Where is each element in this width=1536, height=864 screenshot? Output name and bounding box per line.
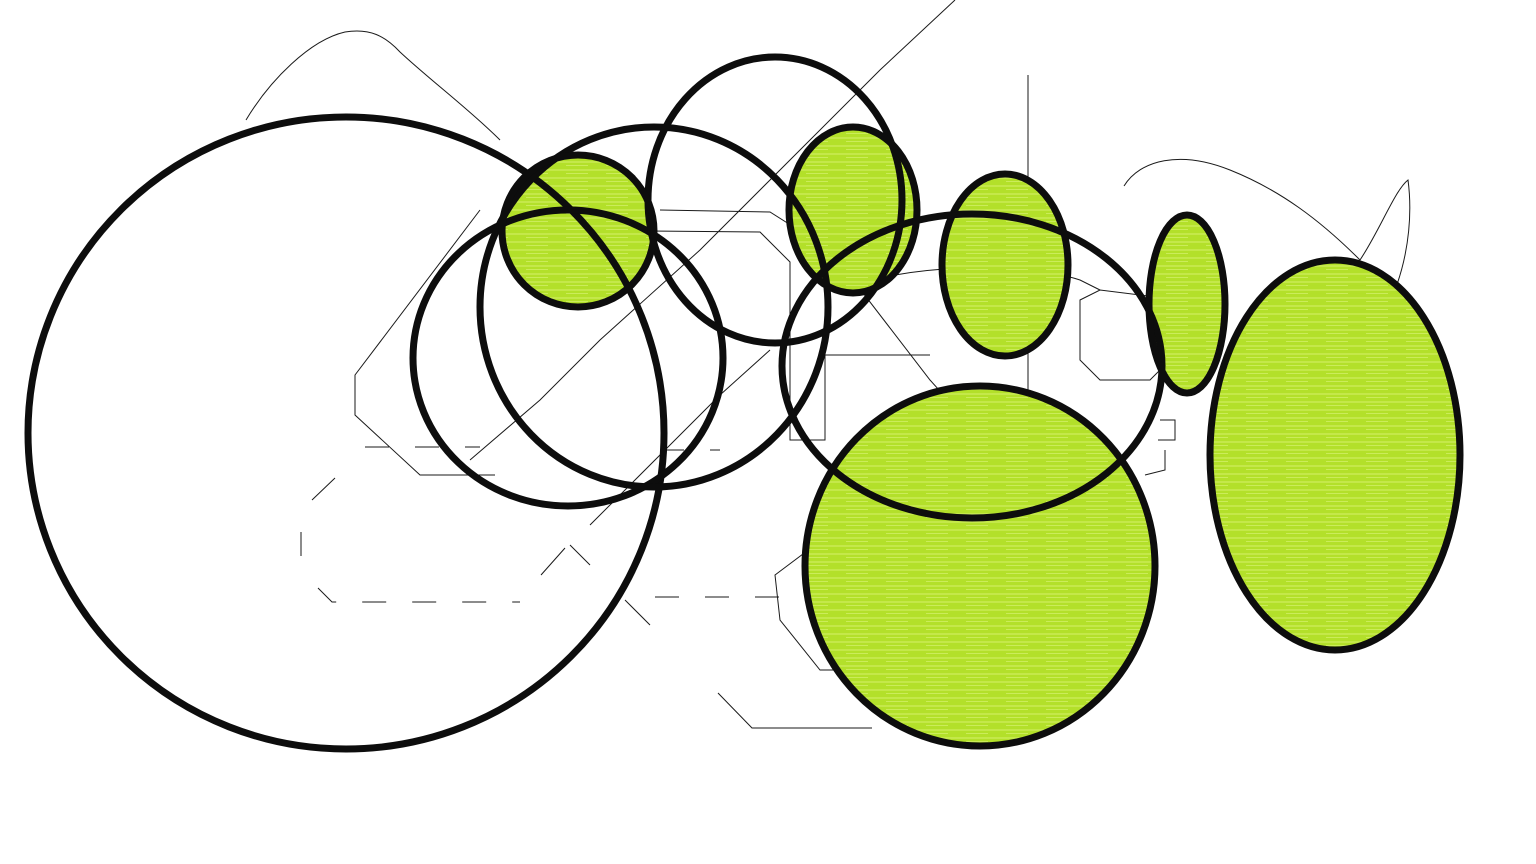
polyline-left bbox=[355, 210, 495, 475]
short-cross bbox=[625, 600, 650, 625]
dashed-line-left bbox=[318, 588, 520, 602]
bracket-right bbox=[1145, 420, 1175, 475]
hook-bottom bbox=[718, 693, 872, 728]
short-segment-mid bbox=[541, 545, 590, 575]
mid-outline-circle-b bbox=[480, 127, 828, 487]
short-segment-left bbox=[312, 478, 335, 500]
